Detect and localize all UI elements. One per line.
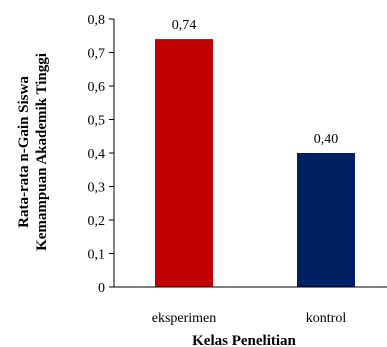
y-tick-label: 0,8: [88, 13, 106, 28]
data-label-eksperimen: 0,74: [172, 18, 197, 33]
y-axis-title: Rata-rata n-Gain Siswa Kemampuan Akademi…: [16, 53, 50, 251]
y-tick-label: 0,6: [88, 80, 106, 95]
data-label-kontrol: 0,40: [314, 132, 339, 147]
y-tick-label: 0,1: [88, 248, 106, 263]
data-labels: 0,74 0,40: [172, 18, 339, 147]
bars: [155, 39, 355, 287]
y-tick-label: 0,3: [88, 181, 106, 196]
y-tick-label: 0,2: [88, 214, 106, 229]
y-axis-title-line1: Rata-rata n-Gain Siswa: [16, 76, 32, 228]
y-tick-label: 0: [98, 281, 105, 296]
y-tick-label: 0,7: [88, 47, 106, 62]
y-tick-label: 0,4: [88, 147, 106, 162]
x-axis-ticks: eksperimen kontrol: [152, 311, 347, 326]
bar-eksperimen: [155, 39, 213, 287]
bar-kontrol: [297, 153, 355, 287]
x-tick-label-kontrol: kontrol: [306, 311, 347, 326]
y-axis-ticks: 0 0,1 0,2 0,3 0,4 0,5 0,6 0,7 0,8: [88, 13, 114, 296]
y-axis-title-line2: Kemampuan Akademik Tinggi: [34, 53, 50, 251]
x-tick-label-eksperimen: eksperimen: [152, 311, 217, 326]
x-axis-title: Kelas Penelitian: [192, 333, 296, 347]
y-tick-label: 0,5: [88, 114, 106, 129]
